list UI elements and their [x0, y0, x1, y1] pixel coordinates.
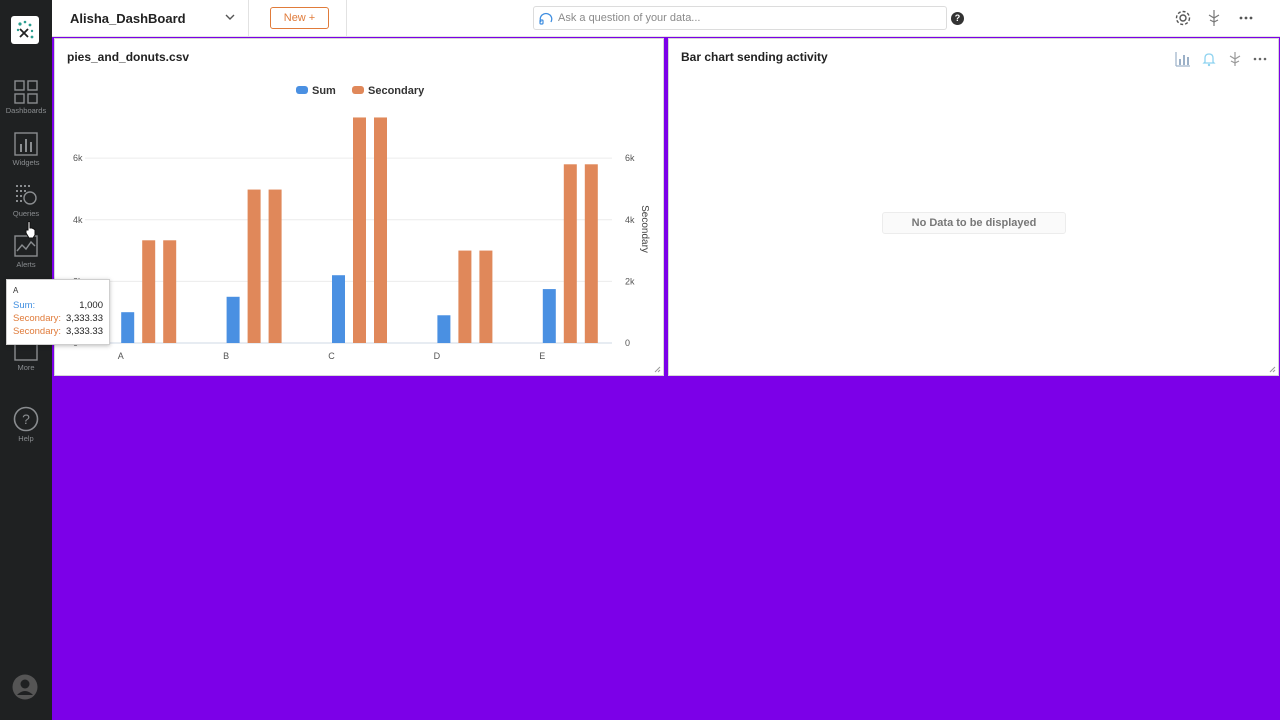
- x-tick-label: B: [223, 351, 229, 361]
- dashboards-icon: [14, 80, 38, 104]
- panel-title: pies_and_donuts.csv: [67, 50, 190, 64]
- widget-panel-pies-and-donuts[interactable]: pies_and_donuts.csv 002k2k4k4k6k6kSecond…: [54, 38, 664, 376]
- gear-icon[interactable]: [1174, 9, 1192, 27]
- more-options-icon[interactable]: [1253, 51, 1267, 67]
- tooltip-key: Secondary:: [13, 326, 62, 337]
- bar-secondary: [247, 189, 261, 343]
- bar-secondary: [374, 117, 387, 343]
- ask-placeholder: Ask a question of your data...: [558, 12, 701, 24]
- bar-secondary: [479, 250, 493, 343]
- y-tick-label: 6k: [73, 153, 83, 163]
- y-tick-label: 4k: [73, 215, 83, 225]
- filter-icon[interactable]: [1227, 51, 1243, 67]
- tooltip-key: Secondary:: [13, 313, 62, 324]
- help-circle-icon[interactable]: ?: [951, 12, 964, 25]
- resize-handle-icon[interactable]: [1269, 366, 1276, 373]
- x-tick-label: A: [118, 351, 124, 361]
- tooltip-value: 3,333.33: [66, 313, 103, 324]
- bar-sum: [226, 296, 240, 343]
- new-button[interactable]: New +: [270, 7, 329, 29]
- sidebar-item-widgets[interactable]: Widgets: [0, 132, 52, 167]
- help-icon: ?: [13, 406, 39, 432]
- legend-swatch: [296, 86, 308, 94]
- filter-icon[interactable]: [1205, 9, 1223, 27]
- empty-state-message: No Data to be displayed: [882, 212, 1066, 234]
- bar-secondary: [458, 250, 472, 343]
- tooltip-value: 3,333.33: [66, 326, 103, 337]
- tooltip-row: Sum: 1,000: [13, 299, 103, 312]
- chevron-down-icon[interactable]: [224, 12, 236, 22]
- divider: [346, 0, 347, 37]
- alerts-icon: [14, 235, 38, 257]
- legend-label: Secondary: [368, 85, 425, 97]
- sidebar-item-queries[interactable]: Queries: [0, 183, 52, 218]
- tooltip-row: Secondary: 3,333.33: [13, 312, 103, 325]
- sidebar-item-label: Help: [18, 434, 34, 443]
- bar-chart: 002k2k4k4k6k6kSecondarySumSecondaryABCDE: [73, 85, 650, 361]
- dashboard-title[interactable]: Alisha_DashBoard: [70, 11, 186, 26]
- app-logo[interactable]: [11, 16, 39, 44]
- tooltip-key: Sum:: [13, 300, 36, 311]
- alert-bell-icon[interactable]: [1201, 51, 1217, 67]
- mouse-cursor-icon: [25, 221, 36, 239]
- y2-tick-label: 2k: [625, 276, 635, 286]
- x-tick-label: C: [328, 351, 335, 361]
- resize-handle-icon[interactable]: [654, 366, 661, 373]
- sidebar: Dashboards Widgets Queries Alerts More: [0, 0, 52, 720]
- bar-secondary: [584, 164, 598, 343]
- bar-secondary: [353, 117, 366, 343]
- x-tick-label: D: [434, 351, 441, 361]
- chart-tooltip: A Sum: 1,000 Secondary: 3,333.33 Seconda…: [6, 279, 110, 345]
- y2-tick-label: 6k: [625, 153, 635, 163]
- tooltip-row: Secondary: 3,333.33: [13, 325, 103, 338]
- user-avatar-icon[interactable]: [12, 674, 38, 700]
- sidebar-item-label: Alerts: [16, 260, 36, 269]
- y2-axis-title: Secondary: [639, 205, 650, 253]
- bar-sum: [437, 315, 451, 343]
- top-bar: Alisha_DashBoard New + Ask a question of…: [52, 0, 1280, 37]
- sidebar-item-label: More: [17, 363, 35, 372]
- sidebar-item-help[interactable]: ? Help: [0, 406, 52, 443]
- widgets-icon: [14, 132, 38, 156]
- x-tick-label: E: [539, 351, 545, 361]
- ask-bot-icon: [539, 12, 553, 25]
- divider: [248, 0, 249, 37]
- bar-secondary: [268, 189, 282, 343]
- legend-label: Sum: [312, 85, 336, 97]
- bar-sum: [332, 275, 345, 343]
- sidebar-item-label: Queries: [12, 209, 40, 218]
- more-options-icon[interactable]: [1238, 9, 1254, 27]
- bar-secondary: [163, 240, 177, 343]
- chart-type-icon[interactable]: [1175, 51, 1191, 67]
- bar-secondary: [563, 164, 577, 343]
- sidebar-item-dashboards[interactable]: Dashboards: [0, 80, 52, 115]
- sidebar-item-alerts[interactable]: Alerts: [0, 234, 52, 269]
- y2-tick-label: 4k: [625, 215, 635, 225]
- bar-sum: [121, 312, 135, 343]
- bar-sum: [542, 289, 556, 343]
- widget-panel-bar-chart-sending-activity[interactable]: Bar chart sending activity No Data to be…: [668, 38, 1279, 376]
- tooltip-category: A: [13, 286, 19, 295]
- queries-icon: [16, 185, 37, 205]
- ask-question-input[interactable]: Ask a question of your data...: [533, 6, 947, 30]
- legend-swatch: [352, 86, 364, 94]
- panel-title: Bar chart sending activity: [681, 50, 828, 64]
- sidebar-item-label: Widgets: [12, 158, 40, 167]
- svg-text:?: ?: [22, 411, 30, 427]
- sidebar-item-label: Dashboards: [5, 106, 47, 115]
- tooltip-value: 1,000: [79, 300, 103, 311]
- bar-secondary: [142, 240, 156, 343]
- y2-tick-label: 0: [625, 338, 630, 348]
